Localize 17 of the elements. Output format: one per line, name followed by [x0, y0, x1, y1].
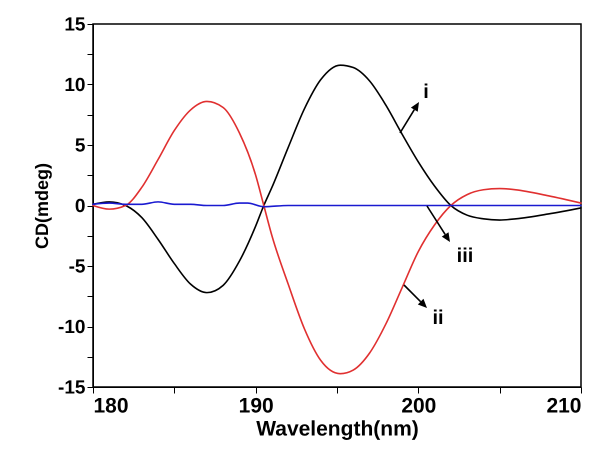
annotation: iii: [456, 245, 474, 267]
y-axis-title: CD(mdeg): [32, 163, 52, 249]
y-tick-label: -5: [68, 256, 86, 278]
y-tick-label: -15: [58, 378, 86, 398]
y-tick-label: 10: [64, 75, 86, 96]
annotation: i: [423, 81, 429, 103]
y-tick-label: 0: [74, 196, 86, 217]
y-tick-label: 15: [64, 14, 86, 36]
x-tick-label: 180: [94, 394, 129, 418]
x-axis-title: Wavelength(nm): [256, 418, 419, 440]
x-tick-label: 200: [401, 394, 436, 418]
y-tick-label: -10: [58, 317, 86, 338]
x-tick-label: 210: [546, 394, 582, 418]
annotation: ii: [432, 307, 444, 329]
x-tick-label: 190: [238, 394, 274, 418]
line-series: [92, 100, 582, 374]
y-tick-label: 5: [74, 136, 86, 156]
